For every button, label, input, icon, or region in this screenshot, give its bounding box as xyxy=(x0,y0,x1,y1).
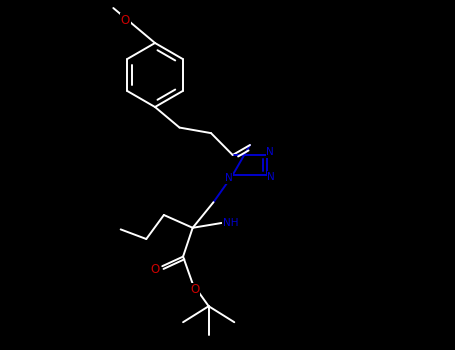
Text: NH: NH xyxy=(223,218,238,228)
Text: N: N xyxy=(267,147,274,157)
Text: O: O xyxy=(190,283,199,296)
Text: O: O xyxy=(151,263,160,276)
Text: N: N xyxy=(268,172,275,182)
Text: N: N xyxy=(225,173,233,183)
Text: O: O xyxy=(121,14,130,27)
